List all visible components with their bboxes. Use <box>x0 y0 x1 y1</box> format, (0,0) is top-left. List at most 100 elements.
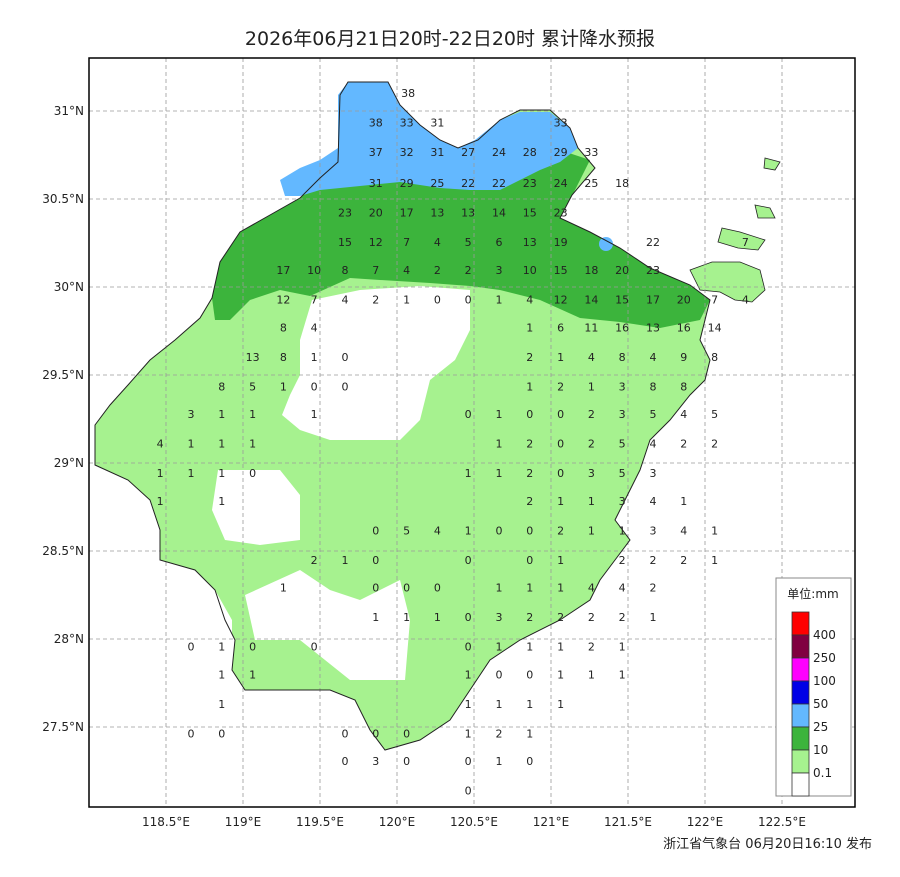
station-value: 17 <box>400 207 414 220</box>
station-value: 38 <box>401 87 415 100</box>
station-value: 2 <box>588 408 595 421</box>
station-value: 2 <box>465 264 472 277</box>
legend: 单位:mm 400 250 100 50 25 10 0.1 <box>775 577 852 797</box>
station-value: 16 <box>677 321 691 334</box>
station-value: 1 <box>495 438 502 451</box>
station-value: 0 <box>557 438 564 451</box>
station-value: 0 <box>341 755 348 768</box>
station-value: 0 <box>526 668 533 681</box>
rain-25-50-region <box>280 82 578 196</box>
station-value: 8 <box>218 380 225 393</box>
station-value: 1 <box>588 495 595 508</box>
station-value: 1 <box>711 554 718 567</box>
station-value: 20 <box>369 207 383 220</box>
station-value: 23 <box>646 264 660 277</box>
station-value: 7 <box>711 294 718 307</box>
station-value: 1 <box>280 380 287 393</box>
station-value: 4 <box>680 408 687 421</box>
station-value: 2 <box>619 611 626 624</box>
station-value: 1 <box>557 554 564 567</box>
y-tick-label: 29.5°N <box>42 368 84 382</box>
station-value: 2 <box>649 582 656 595</box>
station-value: 2 <box>526 495 533 508</box>
legend-title: 单位:mm <box>787 586 838 601</box>
station-value: 1 <box>526 727 533 740</box>
station-value: 1 <box>711 524 718 537</box>
station-value: 12 <box>276 294 290 307</box>
y-tick-label: 28.5°N <box>42 544 84 558</box>
station-value: 28 <box>523 146 537 159</box>
dry-area-south-center <box>245 570 410 680</box>
station-value: 1 <box>526 321 533 334</box>
station-value: 0 <box>465 611 472 624</box>
station-value: 2 <box>649 554 656 567</box>
station-value: 7 <box>403 236 410 249</box>
station-value: 0 <box>218 727 225 740</box>
station-value: 5 <box>711 408 718 421</box>
station-value: 1 <box>465 727 472 740</box>
station-value: 18 <box>584 264 598 277</box>
station-value: 2 <box>372 294 379 307</box>
station-value: 18 <box>615 177 629 190</box>
station-value: 2 <box>495 727 502 740</box>
station-value: 33 <box>554 117 568 130</box>
station-value: 5 <box>649 408 656 421</box>
station-value: 15 <box>338 236 352 249</box>
station-value: 22 <box>461 177 475 190</box>
station-value: 1 <box>218 668 225 681</box>
station-value: 0 <box>372 554 379 567</box>
y-tick-label: 28°N <box>54 632 84 646</box>
station-value: 4 <box>434 524 441 537</box>
station-value: 22 <box>646 236 660 249</box>
station-value: 4 <box>619 582 626 595</box>
legend-label: 25 <box>813 720 828 734</box>
station-value: 8 <box>649 380 656 393</box>
station-value: 0 <box>187 641 194 654</box>
station-value: 2 <box>526 467 533 480</box>
station-value: 4 <box>157 438 164 451</box>
station-value: 1 <box>557 668 564 681</box>
station-value: 0 <box>495 668 502 681</box>
station-value: 3 <box>619 380 626 393</box>
station-value: 1 <box>249 408 256 421</box>
station-value: 0 <box>526 524 533 537</box>
station-value: 4 <box>341 294 348 307</box>
station-value: 16 <box>615 321 629 334</box>
station-value: 1 <box>649 611 656 624</box>
x-tick-label: 122.5°E <box>758 815 806 829</box>
x-tick-label: 119°E <box>225 815 262 829</box>
legend-label: 250 <box>813 651 836 665</box>
station-value: 0 <box>249 467 256 480</box>
station-value: 2 <box>526 611 533 624</box>
station-value: 1 <box>495 755 502 768</box>
station-value: 10 <box>307 264 321 277</box>
legend-swatch <box>791 657 810 682</box>
x-tick-label: 120.5°E <box>450 815 498 829</box>
station-value: 1 <box>557 495 564 508</box>
x-tick-label: 122°E <box>687 815 724 829</box>
station-value: 0 <box>465 785 472 798</box>
station-value: 1 <box>341 554 348 567</box>
station-value: 0 <box>495 524 502 537</box>
station-value: 1 <box>157 467 164 480</box>
station-value: 8 <box>680 380 687 393</box>
station-value: 14 <box>584 294 598 307</box>
station-value: 3 <box>649 467 656 480</box>
legend-swatch <box>791 703 810 728</box>
station-value: 2 <box>557 611 564 624</box>
station-value: 5 <box>619 438 626 451</box>
station-value: 1 <box>218 698 225 711</box>
station-value: 4 <box>649 438 656 451</box>
station-value: 17 <box>646 294 660 307</box>
x-tick-label: 120°E <box>379 815 416 829</box>
station-value: 1 <box>218 438 225 451</box>
station-value: 1 <box>557 351 564 364</box>
dry-area-west-middle <box>212 470 300 545</box>
station-value: 2 <box>526 351 533 364</box>
station-value: 0 <box>341 351 348 364</box>
station-value: 0 <box>403 727 410 740</box>
issuer-footer: 浙江省气象台 06月20日16:10 发布 <box>663 837 872 852</box>
y-axis-ticks: 31°N 30.5°N 30°N 29.5°N 29°N 28.5°N 28°N 27.5°N <box>42 104 84 734</box>
station-value: 33 <box>400 117 414 130</box>
station-value: 38 <box>369 117 383 130</box>
